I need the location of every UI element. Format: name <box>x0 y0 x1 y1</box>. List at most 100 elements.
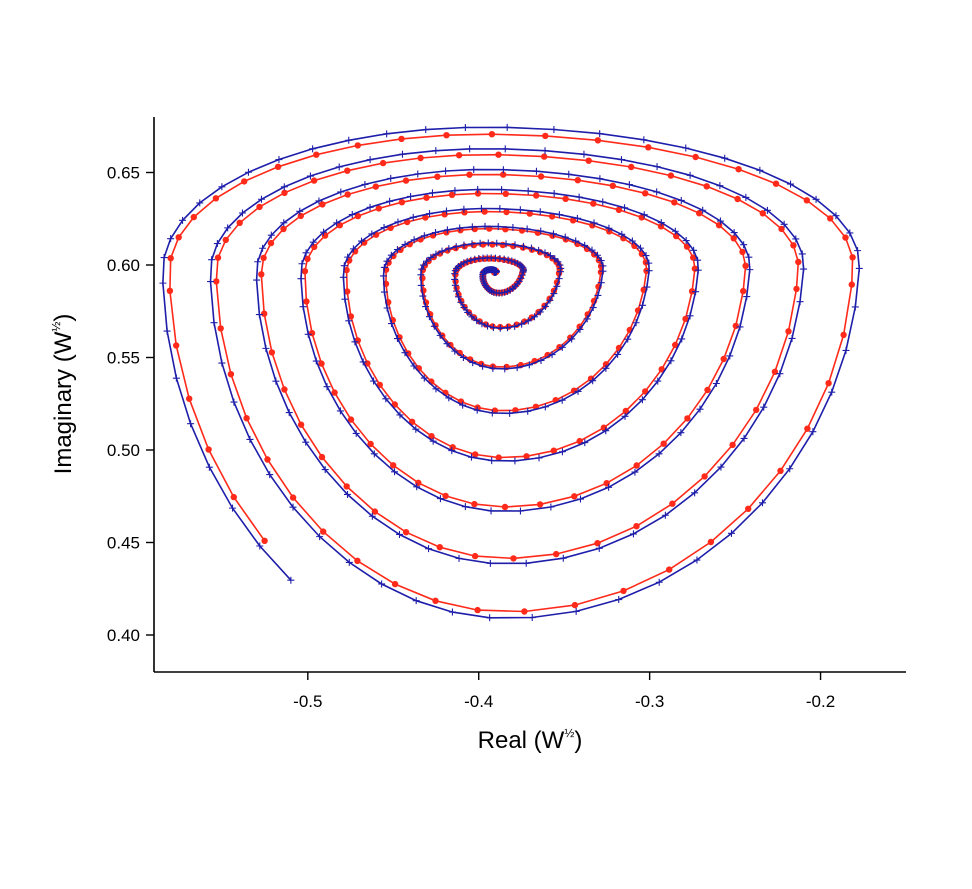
data-point <box>280 219 288 227</box>
data-point <box>481 222 489 230</box>
data-point <box>526 210 533 217</box>
data-point <box>672 341 679 349</box>
data-point <box>308 329 316 337</box>
data-point <box>196 199 204 207</box>
data-point <box>707 538 715 546</box>
data-point <box>639 301 647 309</box>
data-point <box>699 206 707 214</box>
data-point <box>503 208 510 216</box>
data-point <box>696 210 703 217</box>
data-point <box>266 471 274 479</box>
data-point <box>386 197 394 205</box>
data-point <box>460 259 468 267</box>
data-point <box>254 258 262 266</box>
data-point <box>559 554 567 562</box>
data-point <box>753 406 760 414</box>
data-point <box>628 237 636 245</box>
data-point <box>717 463 725 471</box>
data-point <box>302 249 310 257</box>
data-point <box>848 281 855 288</box>
data-point <box>812 195 820 203</box>
data-point <box>589 377 597 385</box>
data-point <box>464 308 472 316</box>
data-point <box>532 167 540 175</box>
data-point <box>380 263 388 271</box>
data-point <box>523 225 531 233</box>
data-point <box>432 597 439 604</box>
data-point <box>459 353 467 361</box>
data-point <box>186 395 193 402</box>
data-point <box>474 606 481 614</box>
y-axis-title: Imaginary (W½) <box>49 314 77 475</box>
data-point <box>504 256 512 264</box>
data-point <box>402 529 410 536</box>
data-point <box>524 317 532 325</box>
y-tick-label: 0.50 <box>107 441 140 460</box>
data-point <box>261 537 268 544</box>
data-point <box>851 303 859 311</box>
data-point <box>354 212 362 220</box>
data-point <box>745 505 752 512</box>
data-point <box>230 493 237 501</box>
data-point <box>575 193 583 201</box>
data-point <box>625 181 633 189</box>
data-point <box>238 209 246 217</box>
data-point <box>576 325 584 333</box>
data-point <box>551 255 559 263</box>
data-point <box>358 237 366 245</box>
data-point <box>488 131 496 138</box>
data-point <box>432 250 440 258</box>
data-point <box>471 500 478 508</box>
data-point <box>528 614 536 622</box>
data-point <box>460 304 468 312</box>
data-point <box>472 451 479 458</box>
data-point <box>745 253 753 261</box>
data-point <box>518 320 526 328</box>
data-point <box>366 156 374 164</box>
data-point <box>855 264 863 272</box>
data-point <box>496 205 504 213</box>
data-point <box>218 183 226 191</box>
data-point <box>673 232 680 240</box>
data-point <box>253 276 261 284</box>
data-point <box>842 234 849 241</box>
data-point <box>224 224 232 232</box>
data-point <box>423 194 430 201</box>
data-point <box>484 239 492 247</box>
data-point <box>333 219 341 227</box>
data-point <box>281 386 288 393</box>
data-point <box>264 456 271 463</box>
data-point <box>546 296 554 304</box>
y-tick-label: 0.60 <box>107 256 140 275</box>
data-point <box>557 264 565 272</box>
data-point <box>787 180 795 188</box>
data-point <box>642 190 649 197</box>
data-point <box>519 265 527 273</box>
data-point <box>422 126 430 134</box>
data-point <box>643 283 651 291</box>
data-point <box>387 251 395 259</box>
data-point <box>354 142 361 149</box>
data-point <box>605 483 613 491</box>
data-point <box>536 501 544 508</box>
data-point <box>574 387 582 395</box>
data-point <box>167 255 174 262</box>
data-point <box>550 125 558 133</box>
data-point <box>633 523 640 530</box>
data-point <box>691 265 699 272</box>
data-point <box>336 407 344 415</box>
data-point <box>241 178 248 185</box>
data-point <box>533 192 540 199</box>
data-point <box>522 559 530 567</box>
data-point <box>457 298 465 306</box>
data-point <box>654 377 662 385</box>
data-point <box>518 271 526 279</box>
data-point <box>304 330 312 338</box>
data-point <box>413 483 421 491</box>
y-tick-label: 0.55 <box>107 349 140 368</box>
data-point <box>380 288 388 296</box>
data-point <box>506 409 514 417</box>
data-point <box>313 151 320 158</box>
data-point <box>541 153 548 160</box>
data-point <box>205 463 213 471</box>
